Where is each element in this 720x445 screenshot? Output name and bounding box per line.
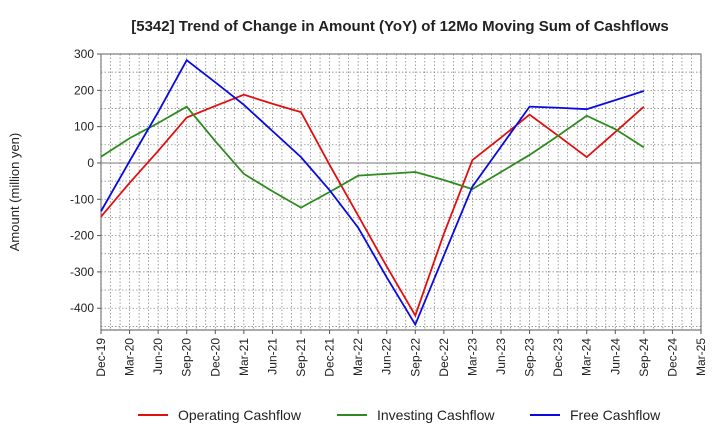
y-tick-label: 0: [87, 156, 94, 170]
x-tick-label: Dec-19: [94, 338, 108, 377]
x-tick-label: Dec-23: [551, 338, 565, 377]
y-tick-label: 200: [74, 83, 94, 97]
y-tick-label: 100: [74, 120, 94, 134]
y-axis-label: Amount (million yen): [7, 133, 22, 252]
legend-label: Operating Cashflow: [178, 407, 302, 423]
y-tick-label: -200: [70, 229, 94, 243]
x-tick-label: Sep-20: [180, 338, 194, 377]
x-tick-label: Sep-23: [523, 338, 537, 377]
x-tick-label: Sep-21: [294, 338, 308, 377]
x-tick-label: Sep-24: [637, 338, 651, 377]
x-tick-label: Dec-20: [208, 338, 222, 377]
y-tick-label: -400: [70, 301, 94, 315]
x-tick-label: Mar-20: [123, 338, 137, 376]
x-tick-label: Jun-24: [608, 338, 622, 375]
chart-title: [5342] Trend of Change in Amount (YoY) o…: [131, 18, 669, 35]
x-tick-label: Mar-22: [351, 338, 365, 376]
x-tick-label: Jun-20: [151, 338, 165, 375]
y-axis-ticks: 300 200 100 0 -100 -200 -300 -400: [70, 47, 101, 315]
x-tick-label: Mar-23: [465, 338, 479, 376]
x-tick-label: Mar-24: [580, 338, 594, 376]
x-tick-label: Dec-22: [437, 338, 451, 377]
x-tick-label: Dec-21: [323, 338, 337, 377]
series-lines: [100, 58, 645, 327]
y-tick-label: -300: [70, 265, 94, 279]
y-tick-label: -100: [70, 192, 94, 206]
y-tick-label: 300: [74, 47, 94, 61]
series-line-free-cashflow: [100, 58, 645, 327]
x-tick-label: Jun-21: [265, 338, 279, 375]
x-axis-ticks: Dec-19 Mar-20 Jun-20 Sep-20 Dec-20 Mar-21 Jun-…: [94, 330, 708, 377]
series-line-investing-cashflow: [100, 105, 645, 209]
plot-area: [100, 53, 702, 331]
x-tick-label: Dec-24: [665, 338, 679, 377]
legend-label: Free Cashflow: [570, 407, 661, 423]
legend: Operating Cashflow Investing Cashflow Free…: [138, 407, 661, 423]
series-line-operating-cashflow: [100, 93, 645, 318]
x-tick-label: Sep-22: [408, 338, 422, 377]
x-tick-label: Jun-22: [380, 338, 394, 375]
legend-label: Investing Cashflow: [377, 407, 495, 423]
x-tick-label: Mar-25: [694, 338, 708, 376]
x-tick-label: Mar-21: [237, 338, 251, 376]
x-tick-label: Jun-23: [494, 338, 508, 375]
